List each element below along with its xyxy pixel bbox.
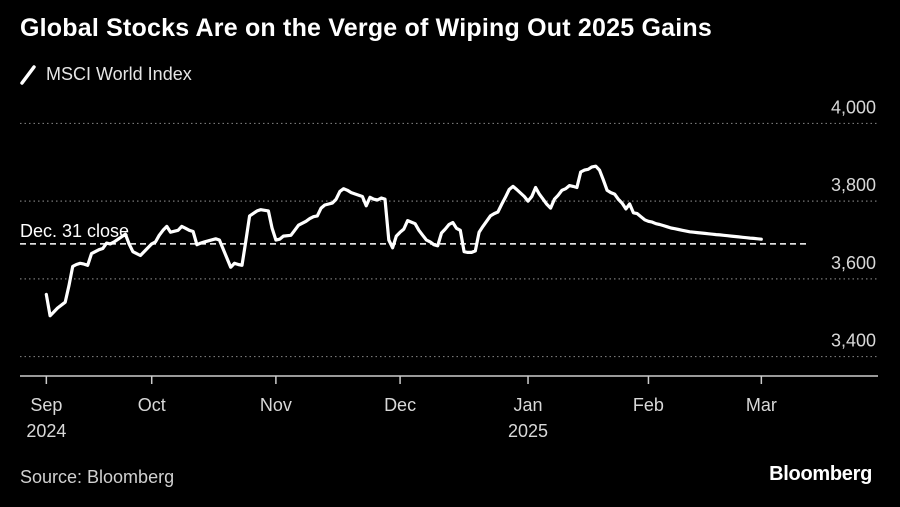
y-axis-labels: 3,400 3,600 3,800 4,000 (831, 97, 876, 350)
reference-line-label: Dec. 31 close (20, 221, 129, 241)
legend: MSCI World Index (20, 64, 192, 85)
x-tick-label-nov: Nov (260, 395, 292, 415)
y-tick-label-3600: 3,600 (831, 253, 876, 273)
y-tick-label-3800: 3,800 (831, 175, 876, 195)
source-note: Source: Bloomberg (20, 467, 175, 487)
legend-label: MSCI World Index (46, 64, 192, 84)
x-tick-label-jan: Jan (514, 395, 543, 415)
x-tick-year-2025: 2025 (508, 421, 548, 441)
x-tick-year-2024: 2024 (26, 421, 66, 441)
x-tick-label-mar: Mar (746, 395, 777, 415)
x-tick-label-sep: Sep (30, 395, 62, 415)
grid-lines (20, 122, 878, 358)
series-line-msci-world (44, 164, 763, 318)
line-swatch-icon (20, 64, 36, 85)
x-tick-label-oct: Oct (138, 395, 166, 415)
y-tick-label-3400: 3,400 (831, 331, 876, 351)
x-tick-label-feb: Feb (633, 395, 664, 415)
y-tick-label-4000: 4,000 (831, 97, 876, 117)
x-axis: Sep 2024 Oct Nov Dec Jan 2025 Feb Mar (20, 375, 878, 441)
chart-title: Global Stocks Are on the Verge of Wiping… (20, 14, 712, 42)
series-group (44, 164, 763, 318)
bloomberg-logo: Bloomberg (769, 463, 872, 485)
x-tick-label-dec: Dec (384, 395, 416, 415)
